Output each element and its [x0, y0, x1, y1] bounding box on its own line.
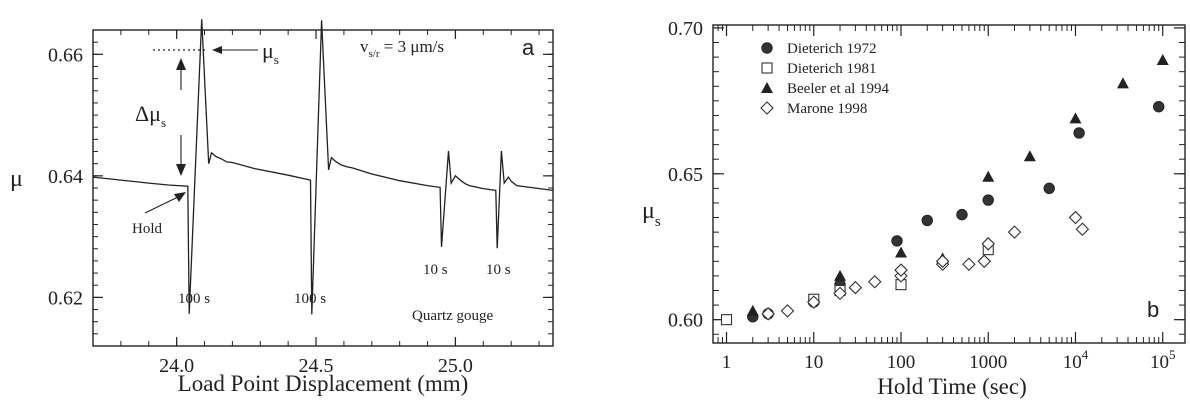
- data-point: [935, 254, 950, 269]
- hold-arrow: [144, 195, 181, 214]
- panel-a: 24.0 24.5 25.0 0.62 0.64 0.66 μs Δμs vs/r = 3…: [10, 19, 554, 396]
- legend-label: Beeler et al 1994: [787, 81, 890, 97]
- y-tick-label: 0.66: [48, 44, 83, 66]
- panel-b-ylabel: μs: [642, 198, 661, 230]
- panel-a-tick-labels: 24.0 24.5 25.0 0.62 0.64 0.66: [48, 44, 473, 377]
- data-point: [1069, 112, 1082, 124]
- panel-a-xlabel: Load Point Displacement (mm): [178, 371, 469, 396]
- data-point: [895, 246, 908, 258]
- panel-b-points: [720, 54, 1169, 326]
- data-point: [982, 194, 994, 206]
- data-point: [867, 274, 882, 289]
- velocity-annotation: vs/r = 3 μm/s: [360, 37, 444, 60]
- x-tick-label: 24.5: [299, 355, 334, 377]
- panel-b-label: b: [1147, 297, 1159, 322]
- material-label: Quartz gouge: [412, 308, 494, 324]
- hold-duration-label-4: 10 s: [486, 262, 511, 278]
- hold-duration-label-2: 100 s: [294, 291, 326, 307]
- legend-label: Dieterich 1981: [787, 61, 877, 77]
- data-point: [977, 254, 992, 269]
- y-tick-label: 0.62: [48, 287, 83, 309]
- x-tick-label: 24.0: [159, 355, 194, 377]
- panel-a-ticks: [93, 29, 553, 346]
- data-point: [834, 269, 847, 281]
- panel-b-ticks: [712, 25, 1185, 343]
- data-point: [780, 304, 795, 318]
- panel-b-tick-labels: 1 10 100 1000 104 105 0.60 0.65 0.70: [668, 18, 1175, 373]
- y-tick-label: 0.65: [668, 164, 703, 186]
- panel-a-ylabel: μ: [10, 166, 23, 192]
- legend-marker: [761, 62, 773, 74]
- data-point: [982, 170, 995, 182]
- x-tick-label: 10: [804, 352, 823, 373]
- friction-trace-line: [92, 19, 554, 315]
- data-point: [806, 295, 821, 309]
- hold-duration-label-3: 10 s: [423, 262, 448, 278]
- panel-b-xlabel: Hold Time (sec): [877, 374, 1027, 399]
- data-point: [720, 314, 733, 326]
- x-tick-label: 105: [1150, 347, 1176, 373]
- data-point: [894, 263, 908, 277]
- data-point: [921, 214, 933, 227]
- panel-b-frame: [712, 24, 1186, 344]
- legend-marker: [761, 82, 773, 93]
- delta-mu-s-label: Δμs: [135, 101, 166, 130]
- data-point: [1156, 54, 1169, 66]
- delta-mu-arrow-bottom-head: [176, 164, 186, 176]
- panel-b: 1 10 100 1000 104 105 0.60 0.65 0.70 Dieterich 1…: [642, 18, 1186, 399]
- data-point: [1075, 222, 1090, 236]
- data-point: [848, 280, 863, 295]
- hold-label: Hold: [132, 221, 163, 237]
- x-tick-label: 1: [722, 352, 732, 373]
- legend-label: Dieterich 1972: [787, 41, 877, 57]
- y-tick-label: 0.64: [48, 166, 83, 188]
- data-point: [1068, 210, 1083, 225]
- data-point: [956, 208, 968, 221]
- data-point: [1023, 150, 1036, 162]
- y-tick-label: 0.70: [668, 18, 703, 40]
- data-point: [1153, 100, 1165, 113]
- x-tick-label: 1000: [969, 352, 1007, 373]
- data-point: [1073, 127, 1085, 139]
- y-tick-label: 0.60: [668, 310, 703, 332]
- hold-arrow-head: [174, 192, 186, 202]
- legend-marker: [761, 42, 773, 54]
- data-point: [962, 257, 976, 272]
- x-tick-label: 100: [887, 352, 916, 373]
- data-point: [1043, 182, 1055, 195]
- mu-s-arrow-head: [212, 46, 222, 54]
- panel-a-label: a: [522, 35, 535, 60]
- data-point: [891, 235, 903, 247]
- data-point: [981, 237, 996, 251]
- legend-marker: [760, 101, 774, 115]
- mu-s-label: μs: [262, 38, 279, 67]
- data-point: [1007, 225, 1022, 239]
- x-tick-label: 25.0: [438, 355, 473, 377]
- data-point: [761, 307, 775, 321]
- hold-duration-label-1: 100 s: [178, 291, 210, 307]
- legend-label: Marone 1998: [787, 101, 867, 117]
- data-point: [1116, 77, 1129, 89]
- panel-b-legend: Dieterich 1972 Dieterich 1981 Beeler et al…: [760, 41, 890, 117]
- data-point: [833, 286, 847, 301]
- data-point: [746, 304, 759, 316]
- x-tick-label: 104: [1063, 347, 1089, 373]
- delta-mu-arrow-top-head: [176, 58, 186, 70]
